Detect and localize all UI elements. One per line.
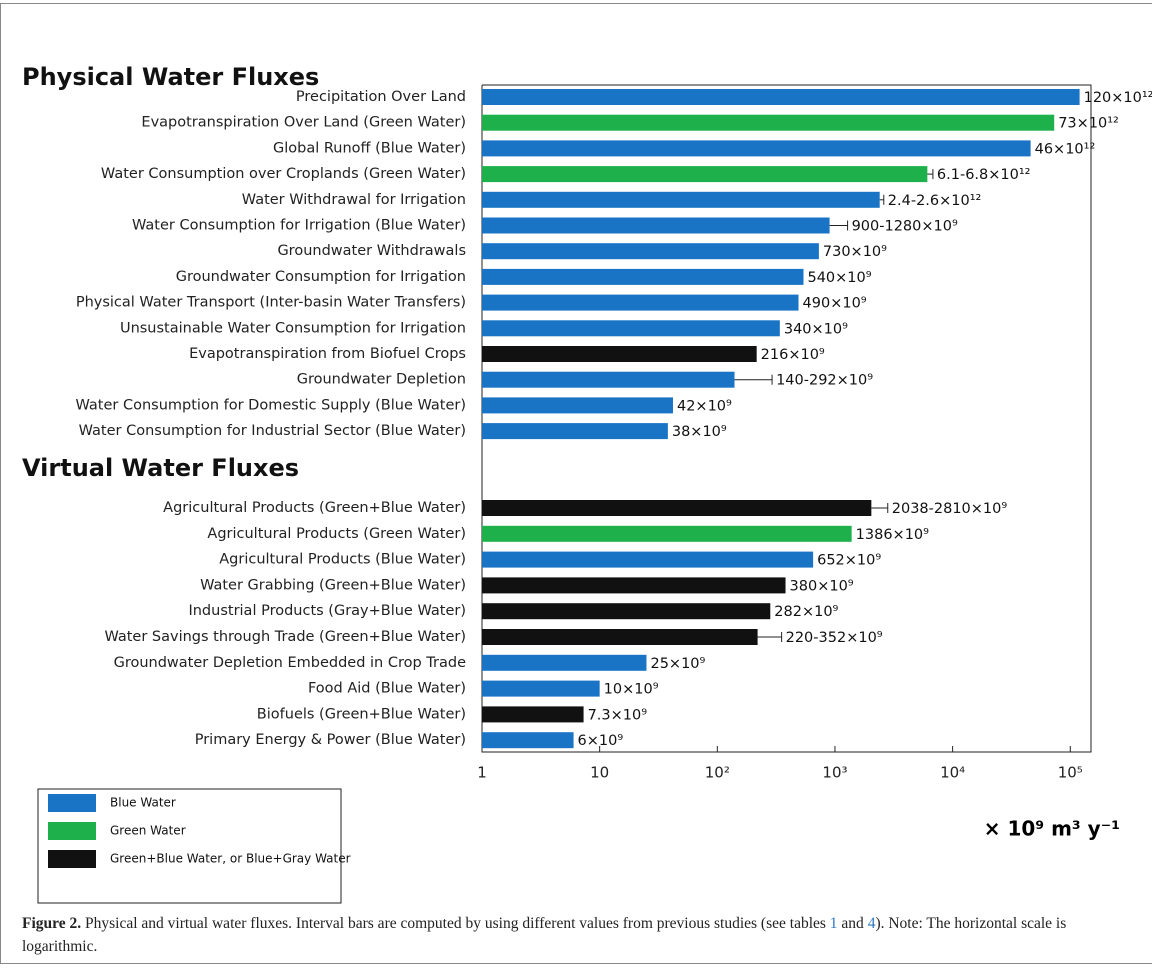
category-label: Water Consumption for Irrigation (Blue W… — [132, 218, 466, 234]
bar — [482, 680, 600, 697]
value-label: 730×10⁹ — [823, 244, 887, 260]
category-label: Unsustainable Water Consumption for Irri… — [120, 320, 466, 336]
x-axis-label: × 10⁹ m³ y⁻¹ — [984, 817, 1120, 841]
category-label: Water Consumption for Domestic Supply (B… — [76, 397, 467, 413]
bar — [482, 397, 673, 414]
value-label: 340×10⁹ — [784, 321, 848, 337]
section-title: Physical Water Fluxes — [22, 63, 319, 91]
category-label: Water Consumption over Croplands (Green … — [101, 166, 466, 182]
value-label: 73×10¹² — [1058, 116, 1119, 132]
x-tick-label: 10⁵ — [1058, 764, 1083, 782]
category-label: Water Withdrawal for Irrigation — [242, 192, 466, 208]
bar — [482, 191, 880, 208]
category-label: Evapotranspiration Over Land (Green Wate… — [141, 115, 466, 131]
category-label: Physical Water Transport (Inter-basin Wa… — [76, 295, 466, 311]
value-label: 6×10⁹ — [578, 733, 624, 749]
x-tick-label: 1 — [477, 764, 487, 782]
bar — [482, 320, 780, 337]
bar — [482, 114, 1055, 131]
category-label: Groundwater Consumption for Irrigation — [176, 269, 466, 285]
value-label: 2038-2810×10⁹ — [892, 501, 1008, 517]
bar — [482, 500, 872, 516]
bar — [482, 706, 584, 723]
value-label: 282×10⁹ — [774, 604, 838, 620]
value-label: 46×10¹² — [1035, 141, 1096, 157]
value-label: 1386×10⁹ — [856, 527, 930, 543]
value-label: 7.3×10⁹ — [588, 707, 648, 723]
category-label: Groundwater Withdrawals — [277, 243, 466, 259]
category-label: Primary Energy & Power (Blue Water) — [195, 732, 466, 748]
bar — [482, 629, 758, 645]
value-label: 540×10⁹ — [807, 270, 871, 286]
caption-ref[interactable]: 1 — [829, 915, 838, 932]
bar — [482, 603, 771, 620]
bar — [482, 551, 814, 568]
value-label: 140-292×10⁹ — [776, 373, 873, 389]
legend-swatch — [48, 850, 96, 868]
value-label: 25×10⁹ — [650, 656, 705, 672]
legend-swatch — [48, 794, 96, 812]
category-label: Biofuels (Green+Blue Water) — [257, 706, 466, 722]
caption-text: Physical and virtual water fluxes. Inter… — [85, 915, 830, 932]
category-label: Industrial Products (Gray+Blue Water) — [188, 603, 466, 619]
value-label: 220-352×10⁹ — [786, 630, 883, 646]
category-label: Groundwater Depletion — [297, 372, 466, 388]
value-label: 10×10⁹ — [604, 682, 659, 698]
value-label: 652×10⁹ — [817, 553, 881, 569]
bar — [482, 166, 928, 183]
bar — [482, 577, 786, 594]
legend-label: Green Water — [110, 824, 186, 838]
x-tick-label: 10² — [705, 764, 730, 782]
x-tick-label: 10³ — [822, 764, 847, 782]
legend-swatch — [48, 822, 96, 840]
value-label: 380×10⁹ — [790, 578, 854, 594]
bar — [482, 371, 735, 388]
category-label: Evapotranspiration from Biofuel Crops — [189, 346, 466, 362]
category-label: Food Aid (Blue Water) — [308, 681, 466, 697]
caption-ref[interactable]: 4 — [867, 915, 876, 932]
bar — [482, 89, 1080, 105]
bar — [482, 423, 668, 440]
category-label: Precipitation Over Land — [296, 89, 466, 105]
bar — [482, 654, 647, 671]
category-label: Water Grabbing (Green+Blue Water) — [200, 577, 466, 593]
category-label: Agricultural Products (Green+Blue Water) — [163, 500, 466, 516]
legend-label: Blue Water — [110, 796, 176, 810]
value-label: 900-1280×10⁹ — [852, 219, 958, 235]
category-label: Agricultural Products (Green Water) — [207, 526, 466, 542]
category-label: Agricultural Products (Blue Water) — [219, 552, 466, 568]
value-label: 42×10⁹ — [677, 398, 732, 414]
bar — [482, 294, 799, 311]
category-label: Global Runoff (Blue Water) — [273, 140, 466, 156]
caption-text: and — [837, 915, 868, 932]
category-label: Water Consumption for Industrial Sector … — [79, 423, 466, 439]
plot-frame — [481, 84, 1092, 753]
value-label: 120×10¹² — [1084, 90, 1152, 106]
frame — [0, 3, 1152, 964]
section-title: Virtual Water Fluxes — [22, 454, 299, 482]
caption: Figure 2. Physical and virtual water flu… — [22, 912, 1132, 958]
value-label: 6.1-6.8×10¹² — [937, 167, 1031, 183]
bar — [482, 268, 804, 285]
value-label: 2.4-2.6×10¹² — [888, 193, 982, 209]
bar — [482, 525, 852, 542]
bar — [482, 732, 574, 749]
bar — [482, 140, 1031, 157]
legend-label: Green+Blue Water, or Blue+Gray Water — [110, 852, 351, 866]
x-tick-label: 10⁴ — [940, 764, 965, 782]
value-label: 490×10⁹ — [803, 296, 867, 312]
bar — [482, 243, 819, 260]
value-label: 38×10⁹ — [672, 424, 727, 440]
x-tick-label: 10 — [590, 764, 609, 782]
caption-label: Figure 2. — [22, 915, 82, 932]
category-label: Water Savings through Trade (Green+Blue … — [104, 629, 466, 645]
bar — [482, 346, 757, 362]
value-label: 216×10⁹ — [761, 347, 825, 363]
caption-text: ). Note: The horizontal scale is logarit… — [22, 915, 1067, 955]
category-label: Groundwater Depletion Embedded in Crop T… — [114, 655, 466, 671]
bar — [482, 217, 830, 234]
